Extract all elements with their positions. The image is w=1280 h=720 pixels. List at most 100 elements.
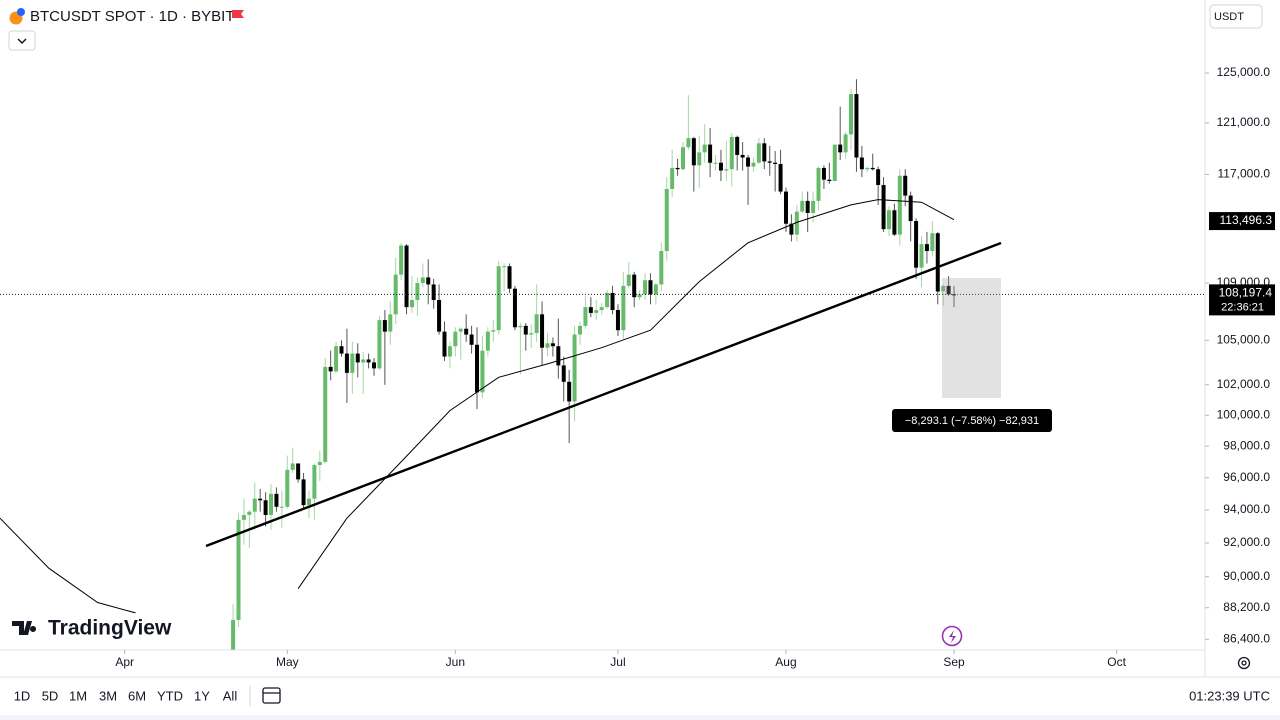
candle-body xyxy=(323,366,328,462)
candle-body xyxy=(529,333,534,335)
candle-body xyxy=(523,325,528,335)
candle-body xyxy=(306,498,311,506)
candle-body xyxy=(339,346,344,354)
range-button[interactable]: 6M xyxy=(128,688,146,703)
symbol-title[interactable]: BTCUSDT SPOT · 1D · BYBIT xyxy=(30,8,234,25)
candle-body xyxy=(811,200,816,213)
candle-body xyxy=(545,343,550,348)
candle-body xyxy=(659,251,664,285)
candle-body xyxy=(540,314,545,348)
candle-body xyxy=(415,283,420,301)
candle-body xyxy=(317,461,322,466)
candle-body xyxy=(762,143,767,162)
trendline[interactable] xyxy=(205,241,1002,548)
candle-body xyxy=(886,210,891,230)
range-button[interactable]: All xyxy=(223,688,238,703)
candle-body xyxy=(366,359,371,363)
candle-body xyxy=(643,280,648,295)
range-button[interactable]: 1D xyxy=(14,688,31,703)
y-tick-label: 125,000.0 xyxy=(1217,65,1271,79)
candle-body xyxy=(453,331,458,347)
candle-body xyxy=(507,266,512,289)
bottom-strip xyxy=(0,715,1280,720)
candle-body xyxy=(274,493,279,507)
candle-body xyxy=(556,346,561,366)
candle-body xyxy=(263,500,268,515)
candle-body xyxy=(746,157,751,167)
flag-icon[interactable] xyxy=(232,10,244,18)
candle-body xyxy=(464,328,469,335)
candle-body xyxy=(399,245,404,275)
candle-body xyxy=(475,344,480,393)
candle-body xyxy=(312,465,317,499)
candle-body xyxy=(821,167,826,180)
candle-body xyxy=(713,162,718,164)
y-tick-label: 105,000.0 xyxy=(1217,333,1271,347)
candle-body xyxy=(572,334,577,402)
candle-body xyxy=(664,188,669,252)
range-button[interactable]: 1Y xyxy=(194,688,210,703)
y-tick-label: 92,000.0 xyxy=(1223,535,1270,549)
candle-body xyxy=(892,210,897,235)
candle-body xyxy=(550,343,555,347)
candle-body xyxy=(816,167,821,201)
range-button[interactable]: 5D xyxy=(42,688,59,703)
range-button[interactable]: YTD xyxy=(157,688,183,703)
candle-body xyxy=(301,479,306,506)
candle-body xyxy=(756,143,761,163)
lightning xyxy=(949,630,956,643)
candle-body xyxy=(599,307,604,311)
clock[interactable]: 01:23:39 UTC xyxy=(1189,688,1270,703)
collapse-button[interactable] xyxy=(8,30,36,51)
candle-body xyxy=(605,292,610,308)
x-tick-label: Jul xyxy=(610,655,625,669)
candle-body xyxy=(832,144,837,182)
series-layer xyxy=(0,79,1205,650)
candle-body xyxy=(708,144,713,163)
candle-body xyxy=(279,506,284,508)
candle-body xyxy=(285,469,290,507)
candle-body xyxy=(567,381,572,402)
y-tick-label: 96,000.0 xyxy=(1223,470,1270,484)
plot-area xyxy=(0,79,1205,650)
candle-body xyxy=(702,144,707,153)
candle-body xyxy=(480,350,485,393)
last-price-box xyxy=(1209,284,1275,316)
currency-button[interactable] xyxy=(1209,4,1263,29)
candle-body xyxy=(361,359,366,363)
logo-text: TradingView xyxy=(48,617,172,640)
settings-icon[interactable] xyxy=(1237,656,1251,670)
candle-body xyxy=(653,284,658,295)
candle-body xyxy=(697,152,702,166)
x-tick-label: Aug xyxy=(775,655,796,669)
ma-value-label: 113,496.3 xyxy=(1220,213,1273,227)
measure-box[interactable] xyxy=(942,278,1001,398)
candle-body xyxy=(648,280,653,295)
measure-label: −8,293.1 (−7.58%) −82,931 xyxy=(905,415,1039,427)
candle-body xyxy=(382,320,387,332)
candle-body xyxy=(350,353,355,373)
candle-body xyxy=(377,320,382,369)
x-tick-label: May xyxy=(276,655,299,669)
candle-body xyxy=(388,314,393,332)
candle-body xyxy=(610,292,615,311)
candle-body xyxy=(615,310,620,331)
candle-body xyxy=(849,94,854,135)
y-tick-label: 90,000.0 xyxy=(1223,569,1270,583)
candle-body xyxy=(778,164,783,192)
candle-body xyxy=(404,245,409,308)
candle-body xyxy=(773,162,778,165)
candle-body xyxy=(258,498,263,501)
candle-body xyxy=(805,200,810,213)
range-button[interactable]: 3M xyxy=(99,688,117,703)
candle-body xyxy=(827,179,832,182)
range-button[interactable]: 1M xyxy=(69,688,87,703)
candle-body xyxy=(930,233,935,252)
candle-body xyxy=(561,365,566,382)
countdown-label: 22:36:21 xyxy=(1221,301,1264,313)
calendar-icon[interactable] xyxy=(262,687,281,704)
candle-body xyxy=(588,307,593,313)
y-tick-label: 117,000.0 xyxy=(1218,167,1271,181)
candle-body xyxy=(372,362,377,369)
candle-body xyxy=(328,366,333,372)
